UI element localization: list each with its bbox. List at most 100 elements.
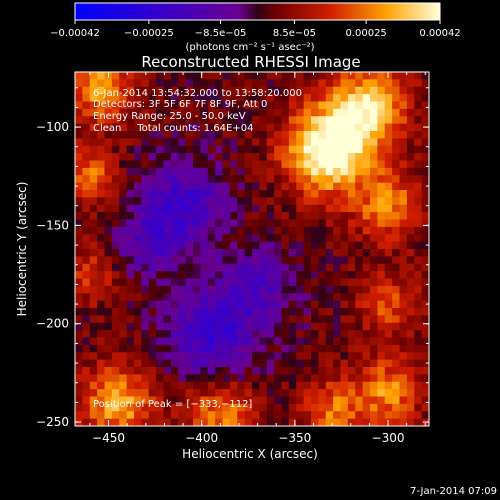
heatmap-cell [185,131,194,139]
heatmap-cell [244,271,253,280]
heatmap-cell [399,72,408,80]
heatmap-cell [252,204,260,213]
heatmap-cell [215,389,224,398]
heatmap-cell [163,374,172,383]
heatmap-cell [384,278,393,287]
heatmap-cell [259,418,268,426]
heatmap-cell [252,403,260,412]
heatmap-cell [141,212,150,221]
heatmap-cell [163,322,172,331]
heatmap-cell [207,389,216,398]
heatmap-cell [296,153,305,162]
heatmap-cell [141,359,150,368]
heatmap-cell [163,396,172,405]
heatmap-cell [384,212,393,221]
heatmap-cell [333,315,342,324]
heatmap-cell [126,285,135,294]
heatmap-cell [252,418,260,426]
heatmap-cell [303,226,312,235]
heatmap-cell [97,153,106,162]
heatmap-cell [421,123,429,132]
heatmap-cell [141,322,150,331]
heatmap-cell [370,226,378,235]
heatmap-cell [399,226,408,235]
heatmap-cell [82,367,91,375]
heatmap-cell [333,322,342,331]
heatmap-cell [222,226,231,235]
heatmap-cell [178,249,187,257]
heatmap-cell [148,94,157,103]
heatmap-cell [163,123,172,132]
heatmap-cell [325,108,334,117]
heatmap-cell [178,322,187,331]
heatmap-cell [421,271,429,280]
heatmap-cell [126,293,135,302]
heatmap-cell [104,145,113,154]
heatmap-cell [111,293,120,302]
heatmap-cell [119,204,128,213]
heatmap-cell [340,359,349,368]
heatmap-cell [215,175,224,184]
heatmap-cell [355,197,364,206]
heatmap-cell [222,293,231,302]
heatmap-cell [148,241,157,250]
heatmap-cell [97,145,106,154]
heatmap-cell [97,352,106,361]
heatmap-cell [384,219,393,228]
heatmap-cell [252,315,260,324]
heatmap-cell [288,411,297,420]
heatmap-cell [266,285,275,294]
heatmap-cell [148,389,157,398]
heatmap-cell [82,153,91,162]
heatmap-cell [288,300,297,309]
heatmap-cell [178,293,187,302]
heatmap-cell [370,241,378,250]
heatmap-cell [193,337,201,346]
heatmap-cell [207,308,216,316]
heatmap-cell [193,256,201,265]
heatmap-cell [104,285,113,294]
heatmap-cell [414,418,423,426]
heatmap-cell [97,374,106,383]
heatmap-cell [97,116,106,125]
heatmap-cell [340,249,349,257]
heatmap-cell [266,116,275,125]
heatmap-cell [222,138,231,147]
heatmap-cell [288,241,297,250]
heatmap-cell [119,322,128,331]
heatmap-cell [406,367,415,375]
heatmap-cell [215,167,224,176]
heatmap-cell [156,256,165,265]
heatmap-cell [97,396,106,405]
heatmap-cell [399,241,408,250]
heatmap-cell [193,300,201,309]
heatmap-cell [215,79,224,88]
heatmap-cell [325,256,334,265]
heatmap-cell [296,226,305,235]
heatmap-cell [355,86,364,95]
heatmap-cell [362,411,371,420]
heatmap-cell [281,403,290,412]
heatmap-cell [384,396,393,405]
heatmap-cell [333,389,342,398]
heatmap-cell [185,94,194,103]
heatmap-cell [163,241,172,250]
heatmap-cell [82,197,91,206]
heatmap-cell [207,182,216,191]
heatmap-cell [281,352,290,361]
heatmap-cell [119,234,128,243]
heatmap-cell [193,226,201,235]
heatmap-cell [355,359,364,368]
heatmap-cell [163,86,172,95]
heatmap-cell [325,308,334,316]
heatmap-cell [178,190,187,198]
heatmap-cell [215,249,224,257]
heatmap-cell [244,234,253,243]
heatmap-cell [325,175,334,184]
heatmap-cell [362,418,371,426]
heatmap-cell [193,278,201,287]
heatmap-cell [274,344,283,353]
heatmap-cell [274,94,283,103]
annotation-detectors: Detectors: 3F 5F 6F 7F 8F 9F, Att 0 [93,99,267,110]
heatmap-cell [392,389,401,398]
